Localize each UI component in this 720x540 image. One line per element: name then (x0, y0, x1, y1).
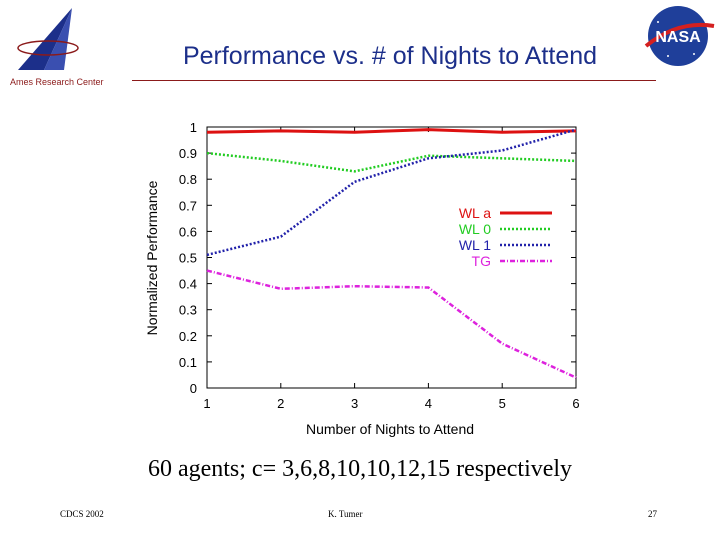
org-label: Ames Research Center (10, 77, 104, 87)
y-tick-label: 1 (190, 120, 197, 135)
x-tick-label: 6 (572, 396, 579, 411)
series-line-wl-a (206, 128, 577, 134)
title-divider (132, 80, 656, 81)
plot-frame (206, 126, 577, 389)
legend-label: WL a (459, 205, 491, 221)
series-line-tg (206, 269, 577, 379)
y-tick-label: 0 (190, 381, 197, 396)
x-axis-label: Number of Nights to Attend (306, 421, 474, 437)
x-tick-label: 4 (425, 396, 432, 411)
legend-label: TG (472, 253, 491, 269)
y-tick-label: 0.1 (179, 355, 197, 370)
svg-text:NASA: NASA (655, 29, 701, 46)
footer-author: K. Tumer (328, 509, 363, 519)
series-line-wl-1 (206, 128, 577, 257)
page-number: 27 (648, 509, 657, 519)
series-line-wl-0 (206, 151, 577, 173)
x-tick-label: 2 (277, 396, 284, 411)
y-tick-label: 0.8 (179, 172, 197, 187)
y-tick-label: 0.5 (179, 251, 197, 266)
x-tick-label: 5 (499, 396, 506, 411)
y-tick-label: 0.4 (179, 277, 197, 292)
legend-label: WL 0 (459, 221, 491, 237)
slide-caption: 60 agents; c= 3,6,8,10,10,12,15 respecti… (147, 456, 573, 482)
nasa-meatball-icon: NASA (640, 2, 718, 70)
x-tick-label: 1 (203, 396, 210, 411)
footer-conference: CDCS 2002 (60, 509, 104, 519)
y-tick-label: 0.3 (179, 303, 197, 318)
ames-logo-icon (14, 4, 82, 72)
slide-title: Performance vs. # of Nights to Attend (182, 42, 598, 70)
y-tick-label: 0.9 (179, 146, 197, 161)
x-tick-label: 3 (351, 396, 358, 411)
legend-label: WL 1 (459, 237, 491, 253)
y-tick-label: 0.7 (179, 198, 197, 213)
y-tick-label: 0.6 (179, 224, 197, 239)
y-axis-label: Normalized Performance (144, 180, 160, 335)
y-tick-label: 0.2 (179, 329, 197, 344)
